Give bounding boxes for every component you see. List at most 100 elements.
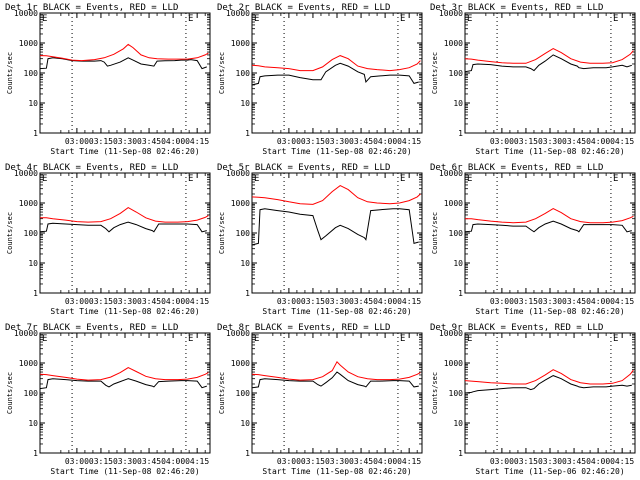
top-marker-right: E — [188, 174, 193, 184]
y-tick-label: 1 — [33, 289, 38, 298]
panel-title: Det 6r BLACK = Events, RED = LLD — [430, 163, 603, 173]
y-axis-label: Counts/sec — [218, 372, 226, 414]
top-marker-right: E — [613, 334, 618, 344]
series-lld-line — [464, 369, 634, 385]
x-tick-label: 04:15 — [185, 297, 209, 306]
x-tick-label: 04:15 — [185, 137, 209, 146]
x-tick-label: 04:00 — [161, 137, 185, 146]
panel-3: Det 3r BLACK = Events, RED = LLD 1 10 100 10… — [430, 3, 636, 156]
panel-title: Det 4r BLACK = Events, RED = LLD — [5, 163, 178, 173]
x-tick-label: 04:00 — [586, 297, 610, 306]
y-tick-label: 10000 — [14, 169, 38, 178]
panel-8: Det 8r BLACK = Events, RED = LLD 1 10 100 10… — [217, 323, 423, 476]
panel-9: Det 9r BLACK = Events, RED = LLD 1 10 100 10… — [430, 323, 636, 476]
x-tick-label: 03:45 — [562, 297, 586, 306]
series-lld-line — [251, 360, 421, 381]
y-tick-label: 100 — [24, 69, 39, 78]
top-marker-left: E — [467, 14, 472, 24]
x-tick-label: 03:30 — [538, 297, 562, 306]
x-tick-label: 03:15 — [89, 137, 113, 146]
x-tick-label: 03:30 — [113, 297, 137, 306]
top-marker-right: E — [400, 14, 405, 24]
y-tick-label: 10000 — [14, 9, 38, 18]
x-axis-label: Start Time (11-Sep-08 02:46:20) — [262, 467, 411, 476]
panel-2: Det 2r BLACK = Events, RED = LLD 1 10 100 10… — [217, 3, 423, 156]
y-tick-label: 100 — [236, 389, 251, 398]
y-tick-label: 1000 — [19, 199, 38, 208]
y-tick-label: 1000 — [444, 39, 463, 48]
series-lld-line — [465, 208, 634, 224]
plot-frame — [251, 12, 423, 134]
top-marker-left: E — [42, 174, 47, 184]
x-axis-label: Start Time (11-Sep-08 02:46:20) — [262, 147, 411, 156]
y-tick-label: 1 — [33, 129, 38, 138]
x-tick-label: 04:15 — [397, 457, 421, 466]
x-tick-label: 03:45 — [349, 137, 373, 146]
x-axis-label: Start Time (11-Sep-08 02:46:20) — [475, 147, 624, 156]
y-tick-label: 100 — [449, 69, 464, 78]
y-tick-label: 10 — [28, 419, 38, 428]
top-marker-right: E — [613, 174, 618, 184]
plot-frame — [251, 172, 423, 294]
panel-title: Det 9r BLACK = Events, RED = LLD — [430, 323, 603, 333]
x-tick-label: 03:45 — [137, 457, 161, 466]
series-lld-line — [251, 55, 421, 72]
panel-title: Det 1r BLACK = Events, RED = LLD — [5, 3, 178, 13]
plot-frame — [39, 172, 211, 294]
top-marker-left: E — [467, 334, 472, 344]
plot-frame — [39, 12, 211, 134]
series-events-line — [251, 208, 419, 246]
top-marker-left: E — [467, 174, 472, 184]
series-events-line — [464, 220, 632, 233]
y-tick-label: 100 — [24, 229, 39, 238]
x-tick-label: 04:15 — [397, 137, 421, 146]
y-tick-label: 10000 — [14, 329, 38, 338]
y-tick-label: 100 — [236, 69, 251, 78]
y-tick-label: 10000 — [439, 169, 463, 178]
x-tick-label: 03:30 — [325, 137, 349, 146]
y-tick-label: 100 — [236, 229, 251, 238]
y-tick-label: 1 — [458, 289, 463, 298]
series-events-line — [251, 371, 419, 389]
x-tick-label: 03:15 — [514, 457, 538, 466]
x-tick-label: 04:15 — [397, 297, 421, 306]
x-tick-label: 03:00 — [490, 137, 514, 146]
y-tick-label: 10 — [453, 259, 463, 268]
y-tick-label: 10 — [240, 99, 250, 108]
y-axis-label: Counts/sec — [6, 52, 14, 94]
panel-title: Det 2r BLACK = Events, RED = LLD — [217, 3, 390, 13]
panel-4: Det 4r BLACK = Events, RED = LLD 1 10 100 10… — [5, 163, 211, 316]
x-axis-label: Start Time (11-Sep-08 02:46:20) — [50, 467, 199, 476]
top-marker-right: E — [613, 14, 618, 24]
y-axis-label: Counts/sec — [218, 52, 226, 94]
panel-title: Det 8r BLACK = Events, RED = LLD — [217, 323, 390, 333]
y-tick-label: 1 — [245, 289, 250, 298]
x-tick-label: 03:00 — [490, 297, 514, 306]
top-marker-right: E — [188, 334, 193, 344]
x-tick-label: 03:30 — [538, 457, 562, 466]
x-axis-label: Start Time (11-Sep-08 02:46:20) — [50, 307, 199, 316]
top-marker-left: E — [42, 334, 47, 344]
panel-1: Det 1r BLACK = Events, RED = LLD 1 10 100 10… — [5, 3, 211, 156]
y-tick-label: 1 — [458, 449, 463, 458]
y-tick-label: 10000 — [226, 169, 250, 178]
x-tick-label: 03:00 — [277, 457, 301, 466]
top-marker-left: E — [254, 14, 259, 24]
y-tick-label: 1 — [245, 449, 250, 458]
x-tick-label: 04:15 — [610, 297, 634, 306]
y-axis-label: Counts/sec — [431, 212, 439, 254]
x-tick-label: 04:00 — [373, 457, 397, 466]
y-tick-label: 1000 — [231, 359, 250, 368]
x-tick-label: 03:45 — [137, 297, 161, 306]
y-tick-label: 1 — [458, 129, 463, 138]
x-tick-label: 04:00 — [161, 297, 185, 306]
series-lld-line — [39, 43, 209, 62]
x-tick-label: 03:30 — [113, 137, 137, 146]
y-tick-label: 10000 — [439, 9, 463, 18]
y-tick-label: 1000 — [231, 39, 250, 48]
y-axis-label: Counts/sec — [6, 212, 14, 254]
y-tick-label: 1 — [33, 449, 38, 458]
x-tick-label: 04:00 — [586, 137, 610, 146]
panel-title: Det 7r BLACK = Events, RED = LLD — [5, 323, 178, 333]
